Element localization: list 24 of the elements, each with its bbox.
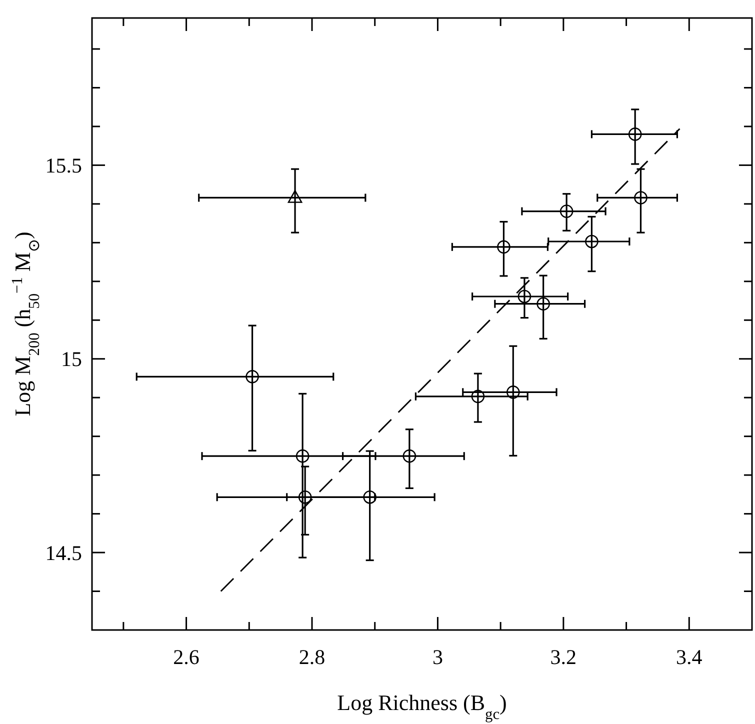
point: [560, 204, 574, 218]
point: [536, 297, 550, 311]
point: [628, 128, 642, 141]
x-tick-label: 3.4: [676, 645, 703, 669]
point: [402, 449, 416, 463]
y-tick-label: 15.5: [45, 154, 82, 178]
point: [506, 386, 520, 399]
point: [246, 370, 259, 384]
point: [471, 390, 485, 404]
point: [296, 449, 310, 463]
point: [497, 240, 510, 254]
point: [585, 234, 598, 248]
x-tick-label: 3.2: [550, 645, 577, 669]
point: [518, 290, 532, 304]
point: [634, 191, 648, 204]
y-tick-label: 14.5: [45, 540, 82, 565]
point: [298, 490, 312, 504]
point: [363, 490, 376, 504]
x-tick-label: 3: [432, 645, 443, 669]
y-tick-label: 15: [61, 347, 82, 372]
point: [288, 190, 302, 203]
x-tick-label: 2.8: [298, 645, 326, 669]
x-axis-title: Log Richness (B$_{gc}$): [337, 690, 507, 722]
x-tick-label: 2.6: [173, 645, 200, 669]
